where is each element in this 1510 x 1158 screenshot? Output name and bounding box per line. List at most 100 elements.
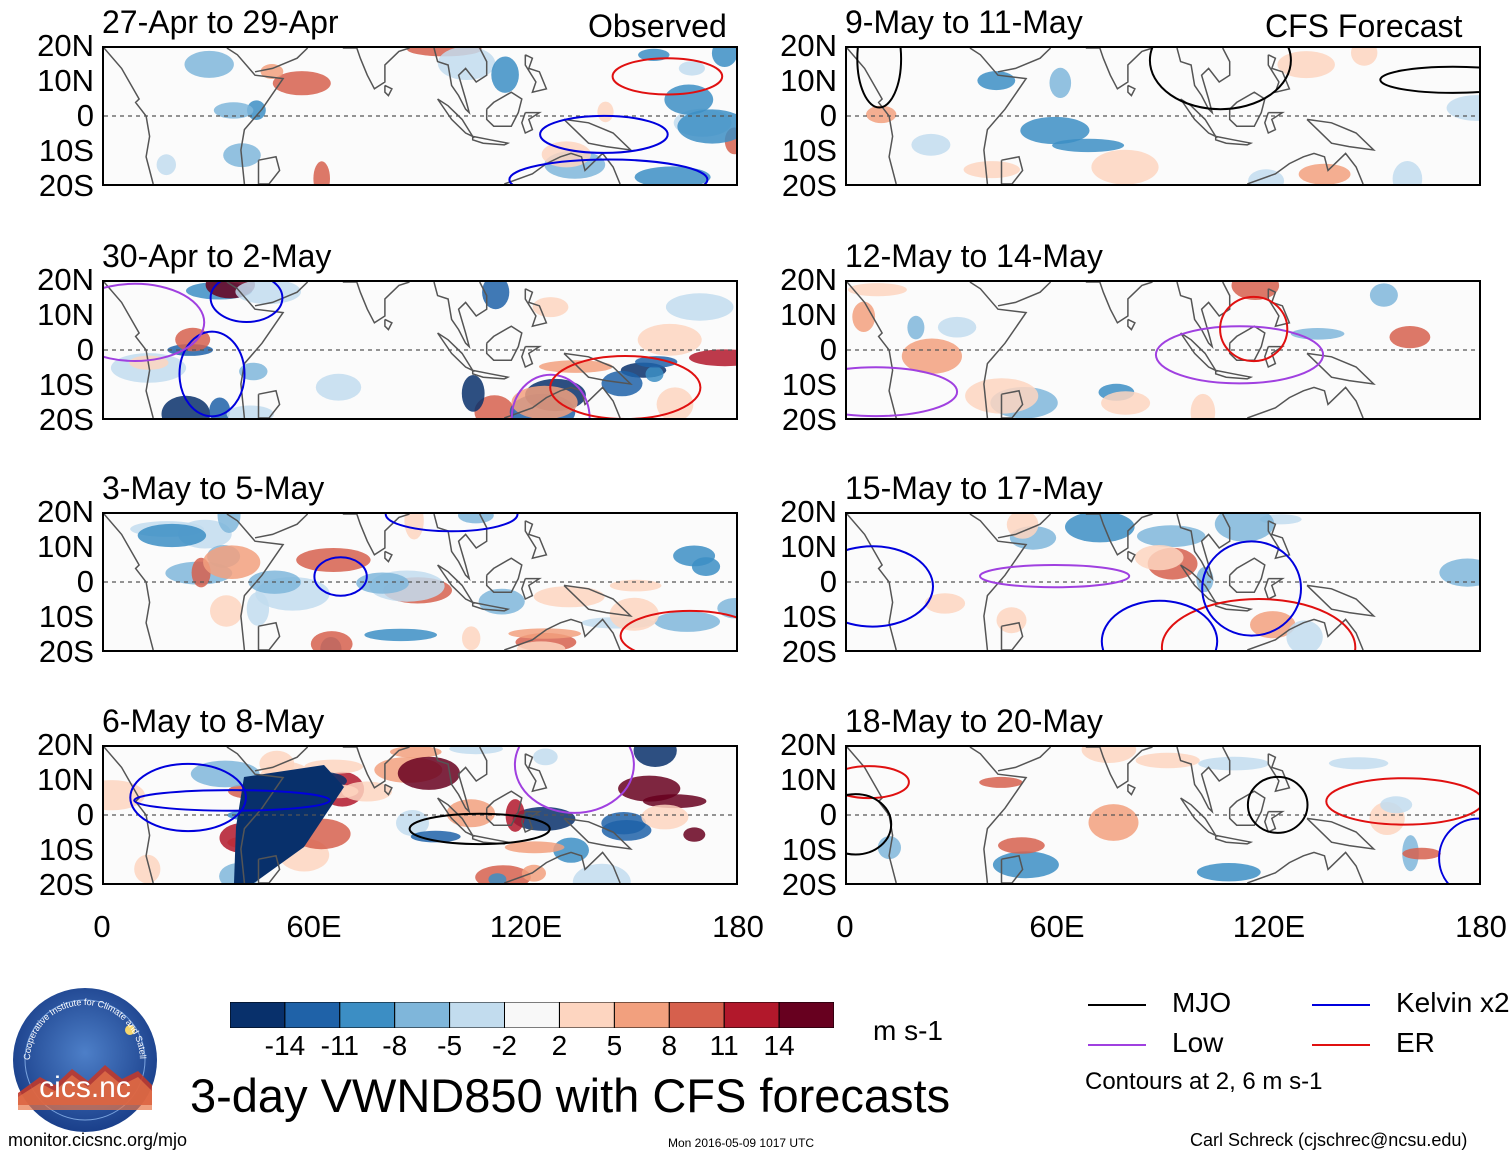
colorbar-swatch xyxy=(449,1002,506,1028)
anomaly-blob xyxy=(134,854,161,883)
lon-tick-label: 60E xyxy=(286,909,342,944)
anomaly-blob xyxy=(404,514,424,540)
contour-low xyxy=(104,282,206,362)
panel-title: 30-Apr to 2-May xyxy=(102,238,332,274)
anomaly-blob xyxy=(260,64,284,79)
contour-er xyxy=(611,57,724,96)
anomaly-blob xyxy=(1198,756,1270,771)
anomaly-blob xyxy=(482,282,510,310)
anomaly-blob xyxy=(364,628,438,642)
anomaly-blob xyxy=(1380,796,1413,814)
colorbar-swatch xyxy=(723,1002,780,1028)
anomaly-blob xyxy=(356,572,409,594)
anomaly-blob xyxy=(678,61,706,76)
lon-tick-label: 0 xyxy=(93,909,111,944)
coastline xyxy=(104,747,633,883)
lat-tick-label: 10S xyxy=(781,133,837,168)
lat-tick-label: 10S xyxy=(781,599,837,634)
anomaly-blob xyxy=(618,775,681,802)
contour-low xyxy=(847,366,959,418)
colorbar-label: -14 xyxy=(264,1030,306,1061)
anomaly-blob xyxy=(246,592,270,626)
logo-text: cics.nc xyxy=(39,1071,131,1104)
panel-title: 18-May to 20-May xyxy=(845,703,1103,739)
map-svg xyxy=(104,48,736,184)
map-panel xyxy=(102,280,738,420)
anomaly-blob xyxy=(1137,525,1206,548)
cics-logo: Cooperative Institute for Climate and Sa… xyxy=(7,977,160,1140)
anomaly-blob xyxy=(1439,558,1479,587)
contour-kelvin-x2 xyxy=(1438,817,1479,883)
anomaly-blob xyxy=(1020,116,1090,145)
contour-er xyxy=(1160,598,1357,650)
anomaly-blob xyxy=(491,56,519,93)
colorbar-label: -2 xyxy=(492,1030,517,1061)
lat-tick-label: 10S xyxy=(781,832,837,867)
anomaly-blob xyxy=(1277,51,1335,79)
anomaly-blob xyxy=(247,100,266,120)
anomaly-blob xyxy=(462,626,481,650)
lat-tick-label: 10S xyxy=(38,367,94,402)
lat-tick-label: 10S xyxy=(38,133,94,168)
chart-title: 3-day VWND850 with CFS forecasts xyxy=(190,1069,951,1122)
anomaly-blob xyxy=(1351,48,1378,66)
anomaly-blob xyxy=(1135,752,1200,769)
lat-tick-label: 0 xyxy=(819,332,837,367)
lat-tick-label: 0 xyxy=(819,98,837,133)
anomaly-blob xyxy=(937,316,977,338)
colorbar-swatch xyxy=(778,1002,834,1028)
colorbar-swatch xyxy=(613,1002,670,1028)
anomaly-blob xyxy=(998,837,1045,854)
anomaly-blob xyxy=(1392,161,1423,184)
anomaly-blob xyxy=(449,747,503,755)
coastline xyxy=(104,514,633,650)
legend-swatch xyxy=(1088,1003,1146,1006)
anomaly-blob xyxy=(1369,283,1398,307)
map-panel xyxy=(845,280,1481,420)
legend-entry: Low xyxy=(1088,1028,1223,1058)
anomaly-blob xyxy=(410,830,461,843)
contour-mjo xyxy=(408,812,551,846)
anomaly-blob xyxy=(1190,393,1216,418)
lon-tick-label: 120E xyxy=(1232,909,1306,944)
anomaly-blob xyxy=(1402,847,1441,860)
anomaly-blob xyxy=(1065,514,1135,543)
anomaly-blob xyxy=(210,595,243,627)
anomaly-blob xyxy=(1006,514,1039,539)
anomaly-blob xyxy=(1328,757,1389,770)
anomaly-blob xyxy=(601,370,643,397)
anomaly-blob xyxy=(963,161,1020,179)
anomaly-blob xyxy=(533,586,605,608)
contour-kelvin-x2 xyxy=(847,545,934,628)
contour-er xyxy=(1325,777,1479,826)
lat-tick-label: 10N xyxy=(37,529,94,564)
anomaly-blob xyxy=(1231,282,1280,300)
colorbar-swatch xyxy=(339,1002,396,1028)
contour-er xyxy=(847,765,910,800)
map-svg xyxy=(847,747,1479,883)
anomaly-blob xyxy=(635,356,678,368)
anomaly-blob xyxy=(656,387,694,418)
legend-swatch xyxy=(1312,1003,1370,1006)
forecast-label: CFS Forecast xyxy=(1265,8,1463,44)
anomaly-blob xyxy=(711,48,736,67)
anomaly-blob xyxy=(539,360,613,373)
anomaly-blob xyxy=(1101,391,1151,415)
anomaly-blob xyxy=(488,873,507,883)
legend-label: Low xyxy=(1172,1027,1224,1058)
coastline xyxy=(104,282,633,418)
anomaly-blob xyxy=(341,781,392,802)
anomaly-blob xyxy=(190,760,260,788)
lat-tick-label: 10N xyxy=(780,529,837,564)
lon-tick-label: 180 xyxy=(1455,909,1507,944)
lat-tick-label: 20S xyxy=(38,402,94,437)
lat-tick-label: 0 xyxy=(76,564,94,599)
legend-label: MJO xyxy=(1172,987,1232,1018)
anomaly-blob xyxy=(184,50,234,78)
anomaly-blob xyxy=(512,806,576,831)
lat-tick-label: 10N xyxy=(37,63,94,98)
legend-label: Kelvin x2 xyxy=(1396,987,1510,1018)
lat-tick-label: 20N xyxy=(780,28,837,63)
coastline xyxy=(847,514,1376,650)
anomaly-blob xyxy=(1214,514,1275,542)
